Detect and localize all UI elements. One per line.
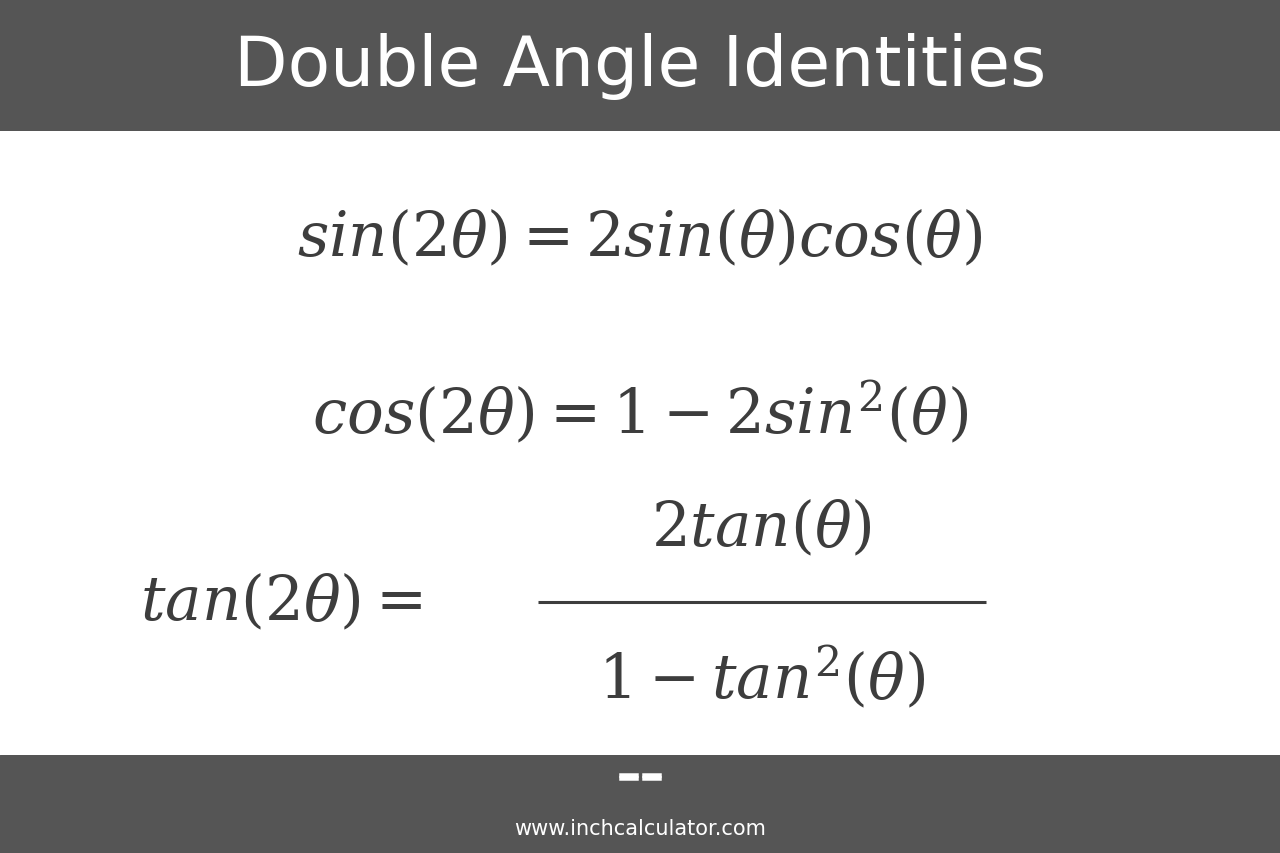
Text: $tan(2\theta) =$: $tan(2\theta) =$ bbox=[141, 572, 422, 633]
Text: Double Angle Identities: Double Angle Identities bbox=[234, 32, 1046, 100]
Text: $1 - tan^{2}(\theta)$: $1 - tan^{2}(\theta)$ bbox=[598, 643, 925, 711]
Bar bbox=[620, 774, 637, 776]
Text: $2tan(\theta)$: $2tan(\theta)$ bbox=[652, 497, 872, 558]
Bar bbox=[643, 777, 660, 779]
Bar bbox=[620, 777, 637, 779]
Text: www.inchcalculator.com: www.inchcalculator.com bbox=[515, 819, 765, 838]
Text: $sin(2\theta) = 2sin(\theta)cos(\theta)$: $sin(2\theta) = 2sin(\theta)cos(\theta)$ bbox=[297, 207, 983, 269]
Text: $cos(2\theta) = 1 - 2sin^{2}(\theta)$: $cos(2\theta) = 1 - 2sin^{2}(\theta)$ bbox=[312, 379, 968, 446]
Bar bbox=[643, 774, 660, 776]
